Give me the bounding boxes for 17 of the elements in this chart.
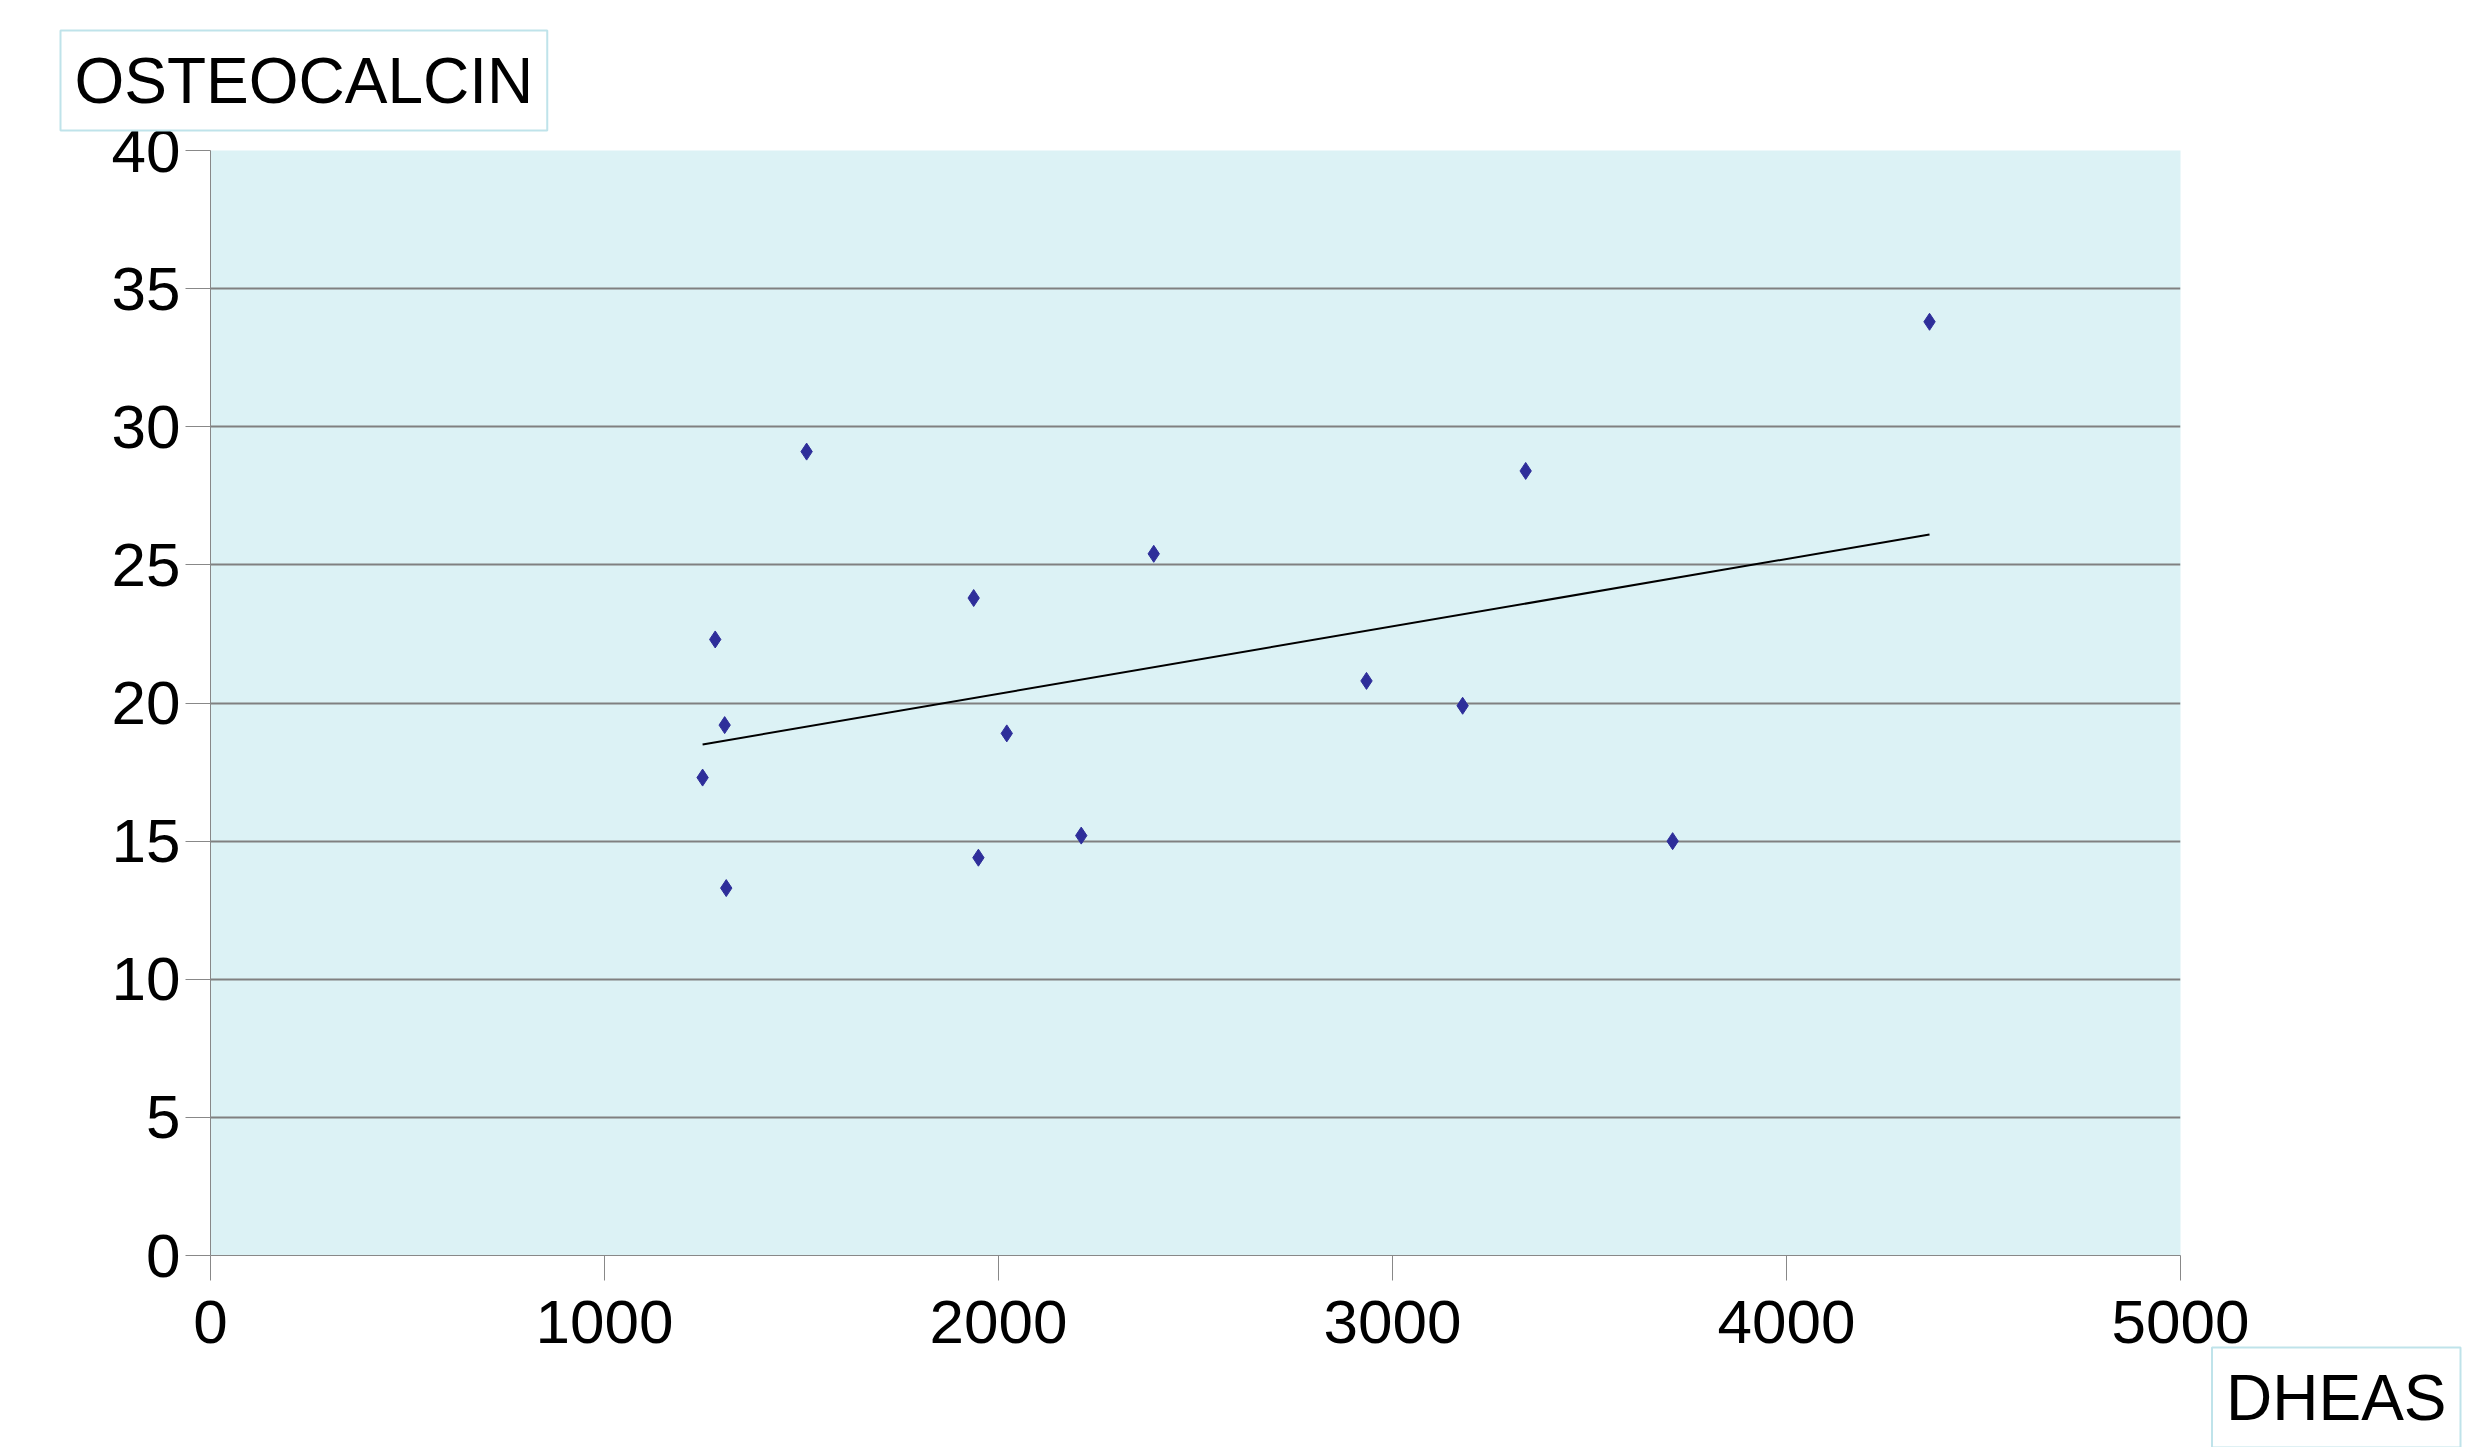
- x-tick-label: 0: [193, 1286, 228, 1356]
- y-tick-label: 5: [146, 1082, 181, 1152]
- y-tick-label: 10: [111, 944, 181, 1014]
- y-tick-label: 40: [111, 115, 181, 185]
- x-tick-label: 4000: [1717, 1286, 1856, 1356]
- y-tick-label: 30: [111, 391, 181, 461]
- y-tick-label: 20: [111, 668, 181, 737]
- x-tick-label: 1000: [535, 1286, 674, 1356]
- x-tick-label: 5000: [2111, 1286, 2250, 1356]
- x-tick-label: 2000: [929, 1286, 1068, 1356]
- y-axis-title: OSTEOCALCIN: [74, 44, 534, 117]
- y-tick-label: 0: [146, 1220, 181, 1290]
- y-tick-label: 35: [111, 253, 181, 323]
- y-tick-label: 15: [111, 806, 181, 876]
- x-axis-title: DHEAS: [2226, 1361, 2447, 1434]
- x-tick-label: 3000: [1323, 1286, 1462, 1356]
- y-tick-label: 25: [111, 529, 181, 599]
